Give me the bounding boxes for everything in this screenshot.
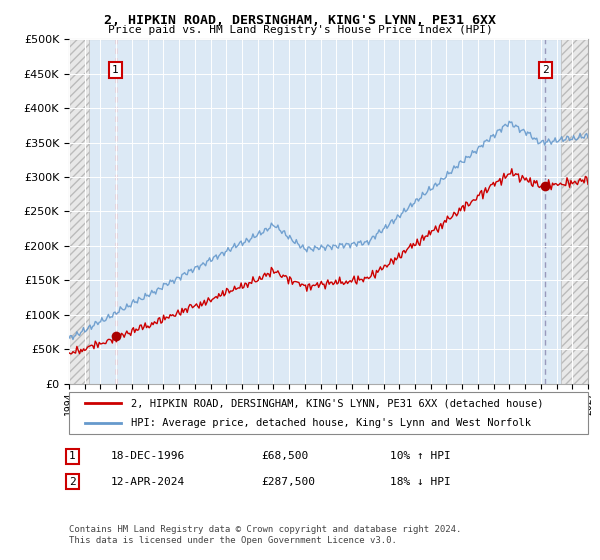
- Text: 2: 2: [542, 65, 549, 75]
- Text: 1: 1: [112, 65, 119, 75]
- FancyBboxPatch shape: [69, 392, 588, 434]
- Bar: [69, 39, 89, 384]
- Text: 18-DEC-1996: 18-DEC-1996: [111, 451, 185, 461]
- Text: Price paid vs. HM Land Registry's House Price Index (HPI): Price paid vs. HM Land Registry's House …: [107, 25, 493, 35]
- Text: HPI: Average price, detached house, King's Lynn and West Norfolk: HPI: Average price, detached house, King…: [131, 418, 531, 428]
- Text: 2: 2: [69, 477, 76, 487]
- Text: Contains HM Land Registry data © Crown copyright and database right 2024.
This d: Contains HM Land Registry data © Crown c…: [69, 525, 461, 545]
- Text: £68,500: £68,500: [261, 451, 308, 461]
- Bar: [561, 39, 588, 384]
- Text: 2, HIPKIN ROAD, DERSINGHAM, KING'S LYNN, PE31 6XX (detached house): 2, HIPKIN ROAD, DERSINGHAM, KING'S LYNN,…: [131, 398, 544, 408]
- Text: £287,500: £287,500: [261, 477, 315, 487]
- Text: 12-APR-2024: 12-APR-2024: [111, 477, 185, 487]
- Text: 10% ↑ HPI: 10% ↑ HPI: [390, 451, 451, 461]
- Text: 1: 1: [69, 451, 76, 461]
- Text: 2, HIPKIN ROAD, DERSINGHAM, KING'S LYNN, PE31 6XX: 2, HIPKIN ROAD, DERSINGHAM, KING'S LYNN,…: [104, 14, 496, 27]
- Text: 18% ↓ HPI: 18% ↓ HPI: [390, 477, 451, 487]
